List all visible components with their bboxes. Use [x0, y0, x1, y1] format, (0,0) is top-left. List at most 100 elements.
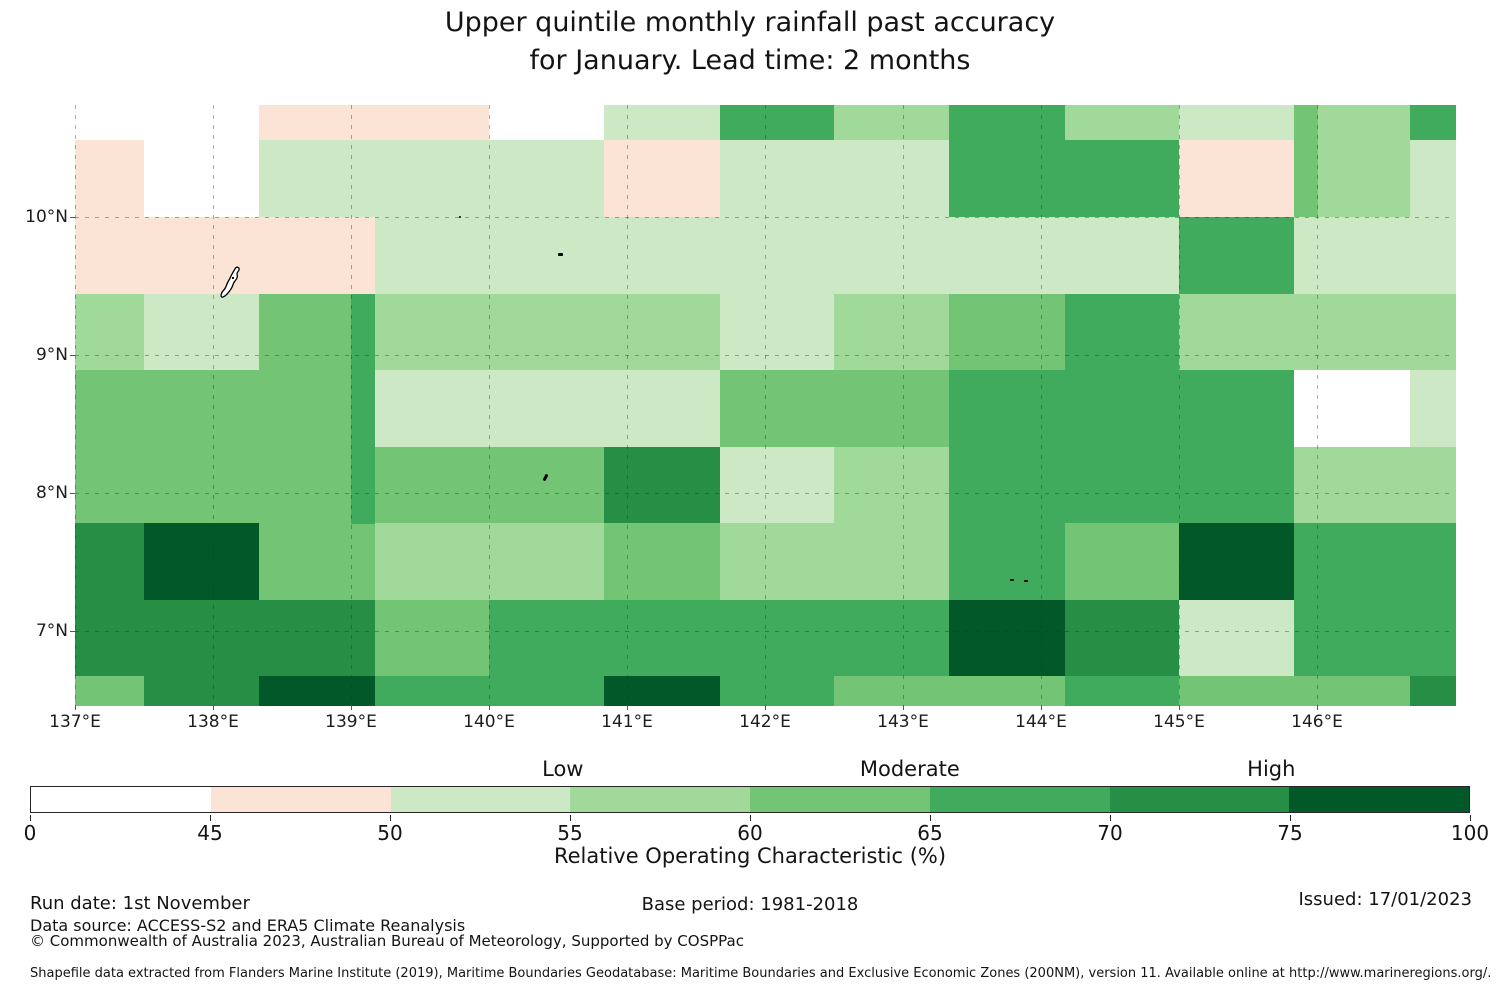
heatmap-cell [603, 522, 721, 601]
heatmap-cell [1179, 105, 1295, 141]
heatmap-cell [603, 294, 721, 371]
y-axis-tick-label: 9°N [35, 344, 68, 365]
x-axis-tick [1179, 705, 1180, 710]
gridline-vertical [765, 105, 766, 705]
colorbar-tick-label: 65 [917, 821, 943, 845]
x-axis-tick [1317, 705, 1318, 710]
heatmap-cell [603, 447, 721, 524]
heatmap-cell [1064, 600, 1180, 677]
run-date-text: Run date: 1st November [30, 893, 250, 914]
islet [558, 252, 564, 256]
heatmap-cell [1179, 139, 1295, 218]
copyright-text: © Commonwealth of Australia 2023, Austra… [30, 932, 744, 950]
x-axis-tick [213, 705, 214, 710]
colorbar-category-label: Low [542, 757, 584, 781]
colorbar-segment [31, 787, 211, 812]
heatmap-cell [1293, 600, 1411, 677]
x-axis-tick-label: 141°E [601, 712, 653, 732]
colorbar-segment [1289, 787, 1469, 812]
heatmap-cell [489, 676, 605, 706]
heatmap-cell [719, 369, 835, 448]
heatmap-cell [374, 105, 490, 141]
heatmap-cell [834, 139, 950, 218]
heatmap-cell [489, 369, 605, 448]
heatmap-cell [603, 105, 721, 141]
heatmap-cell [1064, 522, 1180, 601]
heatmap-cell [948, 676, 1066, 706]
heatmap-cell [603, 600, 721, 677]
chart-title-line2: for January. Lead time: 2 months [529, 45, 971, 76]
heatmap-cell [834, 676, 950, 706]
heatmap-cell [258, 216, 376, 295]
heatmap-cell [75, 294, 145, 371]
yap-island-outline [220, 266, 241, 298]
heatmap-cell [75, 369, 145, 448]
heatmap-cell [1409, 447, 1456, 524]
y-axis-tick [70, 216, 75, 218]
x-axis-tick-label: 138°E [187, 712, 239, 732]
issued-date-text: Issued: 17/01/2023 [1298, 889, 1472, 910]
heatmap-cell [834, 600, 950, 677]
gridline-vertical [903, 105, 904, 705]
heatmap-cell [374, 600, 490, 677]
heatmap-cell [75, 522, 145, 601]
heatmap-cell [948, 294, 1066, 371]
heatmap-cell [144, 294, 260, 371]
heatmap-cell [719, 447, 835, 524]
heatmap-cell [719, 600, 835, 677]
heatmap-cell [144, 105, 260, 141]
heatmap-cell [834, 294, 950, 371]
y-axis-tick-label: 8°N [35, 482, 68, 503]
heatmap-cell [1409, 600, 1456, 677]
heatmap-cell [374, 216, 490, 295]
gridline-horizontal [75, 354, 1455, 356]
heatmap-cell [1179, 216, 1295, 295]
heatmap-cell [144, 676, 260, 706]
y-axis-tick-label: 7°N [35, 620, 68, 641]
x-axis-tick [627, 705, 628, 710]
heatmap-cell [603, 216, 721, 295]
heatmap-cell [948, 600, 1066, 677]
colorbar [30, 786, 1470, 813]
heatmap-cell [719, 522, 835, 601]
heatmap-cell [144, 600, 260, 677]
gridline-horizontal [75, 216, 1455, 218]
heatmap-cell [374, 447, 490, 524]
chart-title: Upper quintile monthly rainfall past acc… [0, 4, 1500, 80]
heatmap-cell [489, 105, 605, 141]
heatmap-cell [1409, 522, 1456, 601]
heatmap-cell [258, 139, 376, 218]
x-axis-tick-label: 144°E [1015, 712, 1067, 732]
heatmap-cell [1064, 105, 1180, 141]
heatmap-cell [719, 105, 835, 141]
heatmap-cell [1409, 139, 1456, 218]
heatmap-cell [1293, 294, 1411, 371]
heatmap-cell [948, 105, 1066, 141]
heatmap-cell [1064, 294, 1180, 371]
y-axis-tick [70, 354, 75, 356]
x-axis-tick-label: 146°E [1291, 712, 1343, 732]
gridline-horizontal [75, 492, 1455, 494]
heatmap-cell [1064, 447, 1180, 524]
islet [459, 215, 461, 218]
heatmap-cell [719, 294, 835, 371]
x-axis-tick-label: 140°E [463, 712, 515, 732]
colorbar-segment [1109, 787, 1290, 812]
heatmap-cell [1409, 676, 1456, 706]
heatmap-cell [75, 216, 145, 295]
gridline-vertical [1041, 105, 1042, 705]
heatmap-cell [374, 522, 490, 601]
heatmap-cell [1179, 369, 1295, 448]
heatmap-cell [1064, 216, 1180, 295]
heatmap-cell [948, 369, 1066, 448]
colorbar-tick [750, 815, 751, 821]
heatmap-cell [489, 522, 605, 601]
colorbar-tick-label: 55 [557, 821, 583, 845]
heatmap-cell [1293, 369, 1411, 448]
heatmap-cell [948, 522, 1066, 601]
heatmap-cell [374, 294, 490, 371]
heatmap-cell [1179, 600, 1295, 677]
colorbar-category-label: High [1247, 757, 1296, 781]
x-axis-tick [489, 705, 490, 710]
